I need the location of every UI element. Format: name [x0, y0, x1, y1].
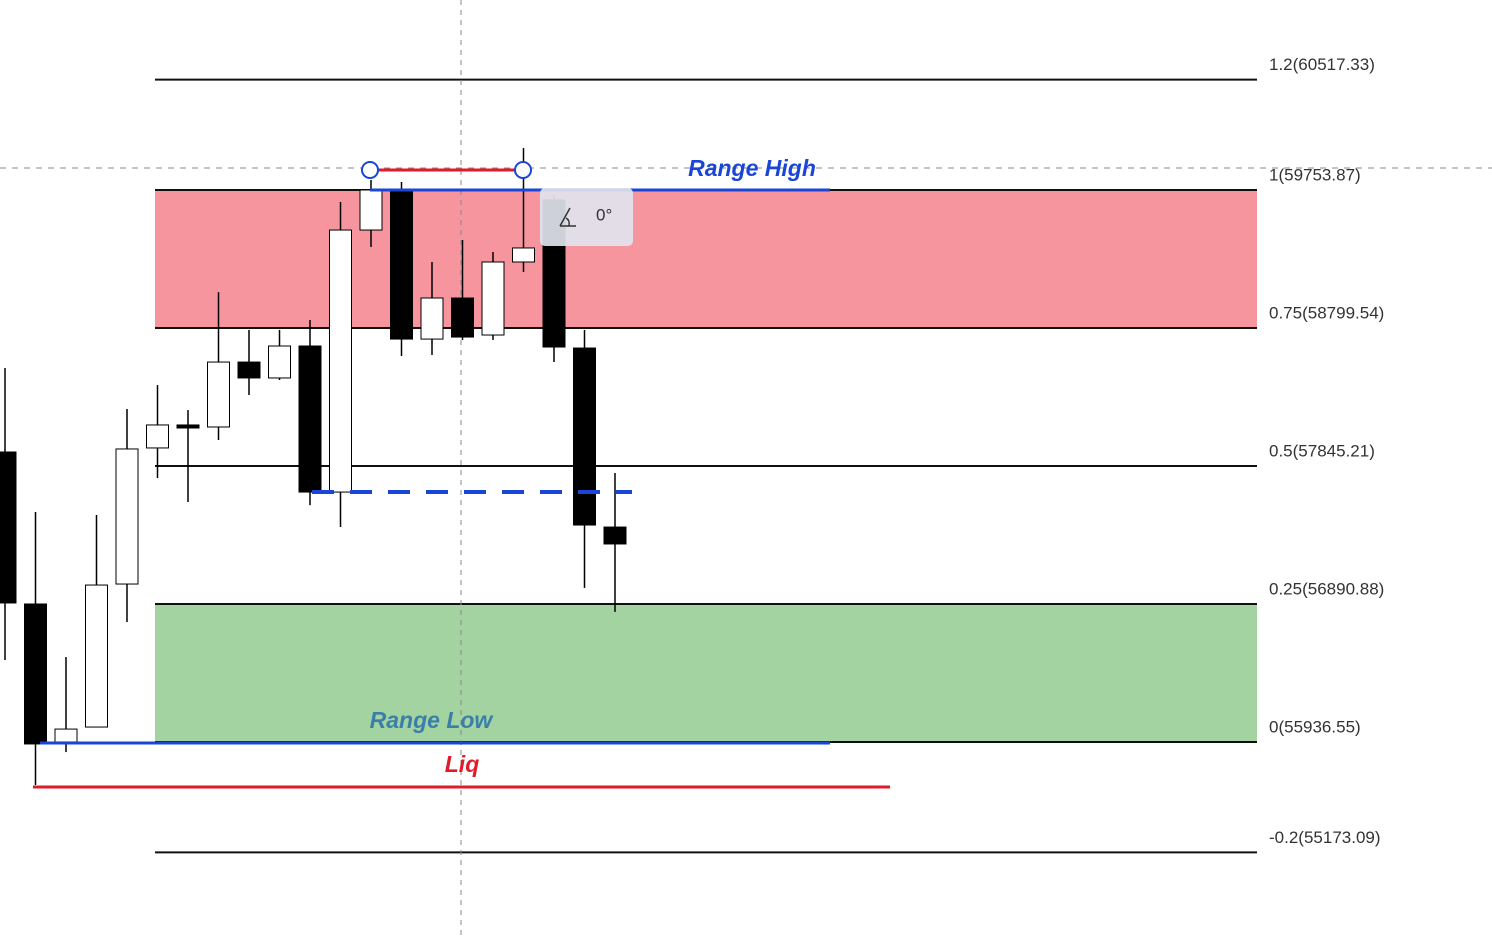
range-low-label: Range Low	[370, 707, 495, 733]
candle-body	[54, 728, 78, 743]
range-high-label: Range High	[688, 155, 816, 181]
zone	[155, 604, 1257, 743]
candle-body	[85, 584, 108, 728]
candle-body	[420, 297, 444, 340]
angle-icon	[559, 207, 576, 227]
candle-body	[359, 189, 383, 231]
liq-label: Liq	[445, 751, 480, 777]
candle-body	[329, 229, 352, 493]
candle-body	[512, 247, 535, 263]
candle-body	[481, 261, 505, 336]
candle-body	[237, 361, 261, 379]
candle-body	[573, 347, 596, 526]
level-label: 0.75(58799.54)	[1269, 303, 1384, 322]
level-label: 1(59753.87)	[1269, 165, 1361, 184]
candle-body	[115, 448, 139, 585]
candle-body	[390, 189, 413, 340]
candle-body	[451, 297, 474, 338]
candle-body	[24, 603, 47, 745]
level-label: 0.5(57845.21)	[1269, 441, 1375, 460]
tooltip-text: 0°	[596, 205, 612, 224]
handle[interactable]	[514, 161, 532, 179]
candle-body	[298, 345, 322, 493]
tooltip	[540, 188, 633, 246]
candle-body	[0, 451, 17, 604]
candle-body	[176, 424, 200, 429]
fib-levels: 1.2(60517.33) 1(59753.87) 0.75(58799.54) 0.…	[155, 55, 1384, 854]
level-label: 0(55936.55)	[1269, 717, 1361, 736]
level-label: -0.2(55173.09)	[1269, 828, 1381, 847]
level-label: 1.2(60517.33)	[1269, 55, 1375, 74]
handle[interactable]	[361, 161, 379, 179]
candle-body	[603, 526, 627, 545]
candle-body	[207, 361, 230, 428]
zone	[155, 189, 1257, 329]
candle-body	[268, 345, 291, 379]
level-label: 0.25(56890.88)	[1269, 579, 1384, 598]
candle-body	[146, 424, 169, 449]
